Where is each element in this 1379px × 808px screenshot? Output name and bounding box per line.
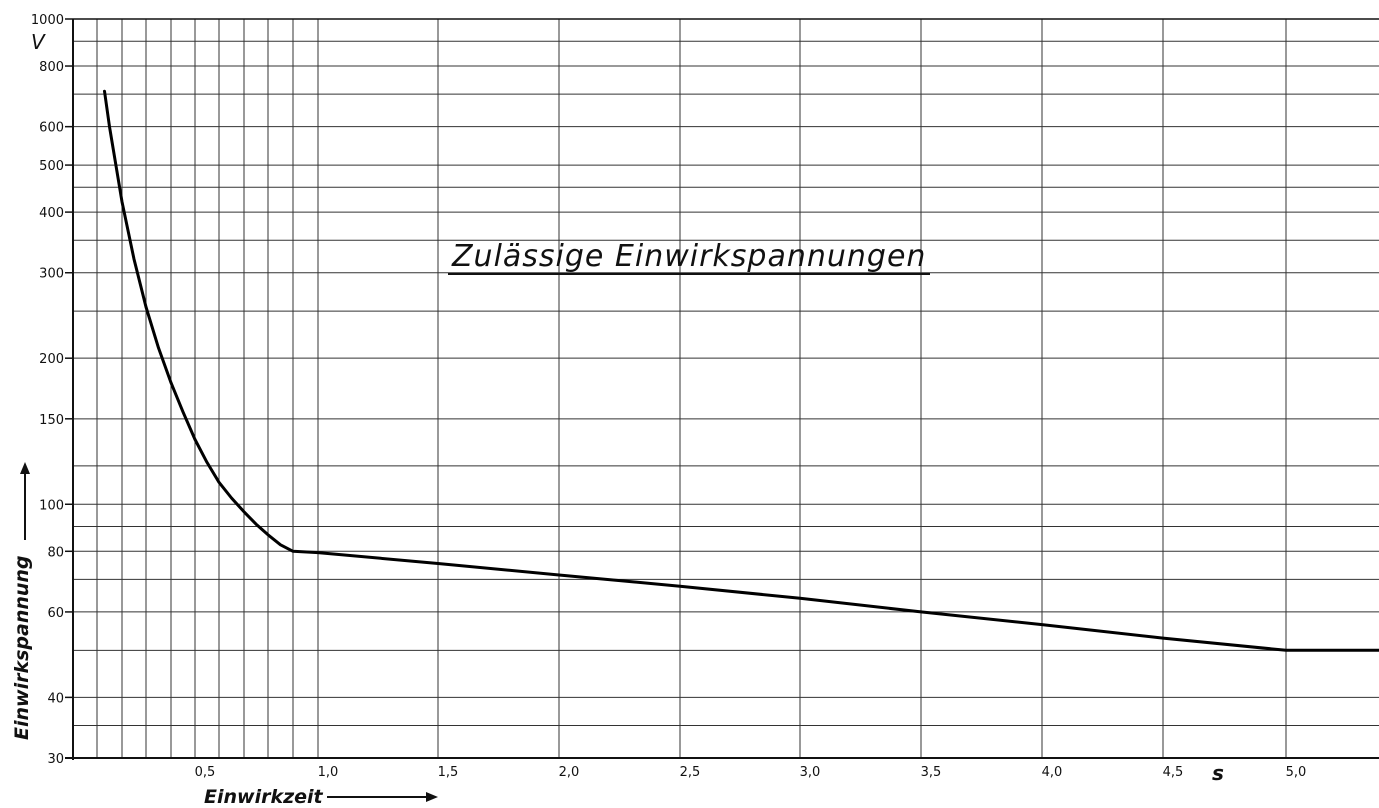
y-tick-label: 800 [39,60,64,75]
y-tick-label: 500 [39,159,64,174]
x-tick-label: 4,5 [1163,765,1184,780]
x-tick-label: 2,5 [680,765,701,780]
x-axis-arrow [327,792,438,802]
y-tick-label: 300 [39,267,64,282]
y-unit-label: V [31,30,46,54]
x-tick-labels: 0,5 1,0 1,5 2,0 2,5 3,0 3,5 4,0 4,5 5,0 [195,765,1307,780]
series-line [103,89,1379,652]
y-tick-label: 30 [47,752,64,767]
x-unit-label: s [1212,761,1224,785]
x-axis-label: Einwirkzeit [204,786,324,808]
x-tick-label: 3,5 [921,765,942,780]
y-tick-label: 200 [39,352,64,367]
y-tick-label: 400 [39,206,64,221]
x-tick-label: 1,5 [438,765,459,780]
x-tick-label: 3,0 [800,765,821,780]
series-group [103,89,1379,652]
y-tick-label: 600 [39,121,64,136]
y-tick-labels: 1000 800 600 500 400 300 200 150 100 80 60 40 30 [31,13,73,767]
y-tick-label: 1000 [31,13,64,28]
x-tick-label: 5,0 [1286,765,1307,780]
x-tick-label: 1,0 [318,765,339,780]
y-axis-arrow [20,462,30,540]
y-axis-label: Einwirkspannung [11,555,33,740]
x-tick-label: 2,0 [559,765,580,780]
y-tick-label: 150 [39,413,64,428]
y-gridlines [73,18,1379,759]
y-tick-label: 80 [47,545,64,560]
y-tick-label: 40 [47,691,64,706]
x-tick-label: 4,0 [1042,765,1063,780]
y-tick-label: 60 [47,606,64,621]
chart-title: Zulässige Einwirkspannungen [451,239,926,274]
x-gridlines [96,19,1287,758]
y-tick-label: 100 [39,498,64,513]
axes [65,18,1379,760]
x-tick-label: 0,5 [195,765,216,780]
